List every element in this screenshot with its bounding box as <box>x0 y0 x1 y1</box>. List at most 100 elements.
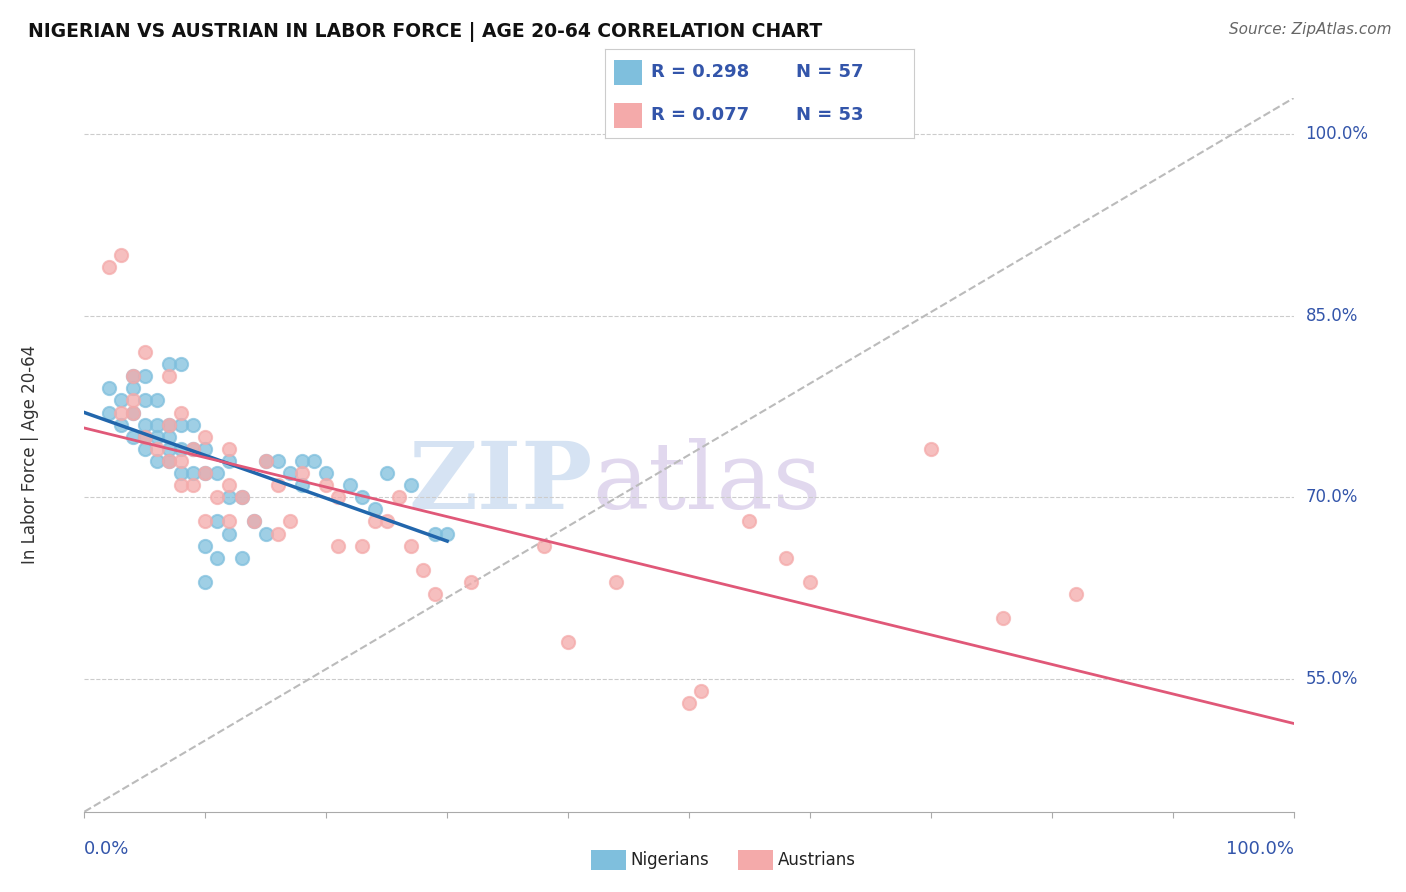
Point <box>170 466 193 480</box>
Point <box>110 248 132 262</box>
Point <box>146 417 169 432</box>
Point <box>157 442 180 456</box>
Point <box>181 442 204 456</box>
Point <box>254 454 277 468</box>
Point <box>170 357 193 371</box>
Point <box>315 478 337 492</box>
Point <box>375 466 398 480</box>
Text: N = 53: N = 53 <box>796 105 863 124</box>
Point <box>267 454 290 468</box>
Point <box>110 406 132 420</box>
Text: 100.0%: 100.0% <box>1226 840 1294 858</box>
Point <box>231 490 253 504</box>
Point <box>399 539 422 553</box>
Point <box>121 369 143 384</box>
Text: Austrians: Austrians <box>778 851 855 869</box>
Point <box>194 515 217 529</box>
Point <box>121 369 143 384</box>
Point <box>194 539 217 553</box>
Text: Nigerians: Nigerians <box>630 851 709 869</box>
Point <box>436 526 458 541</box>
Point <box>254 454 277 468</box>
Point <box>146 442 169 456</box>
Point <box>339 478 361 492</box>
Point <box>170 406 193 420</box>
Point <box>207 515 229 529</box>
Point <box>533 539 555 553</box>
Point <box>738 515 761 529</box>
Point <box>121 406 143 420</box>
Point <box>207 550 229 565</box>
Point <box>423 526 446 541</box>
Point <box>181 417 204 432</box>
Text: In Labor Force | Age 20-64: In Labor Force | Age 20-64 <box>21 345 39 565</box>
Point <box>121 430 143 444</box>
Point <box>157 357 180 371</box>
Point <box>170 442 193 456</box>
Point <box>291 478 314 492</box>
Point <box>170 478 193 492</box>
Point <box>218 442 240 456</box>
Point <box>121 381 143 395</box>
Point <box>110 417 132 432</box>
Point <box>97 260 120 275</box>
Text: 70.0%: 70.0% <box>1306 488 1358 507</box>
Point <box>181 478 204 492</box>
Point <box>267 478 290 492</box>
Text: 85.0%: 85.0% <box>1306 307 1358 325</box>
Text: R = 0.298: R = 0.298 <box>651 62 749 81</box>
Point <box>207 490 229 504</box>
Point <box>291 466 314 480</box>
Point <box>242 515 264 529</box>
Point <box>97 381 120 395</box>
Point <box>1064 587 1087 601</box>
Point <box>799 574 821 589</box>
Point <box>146 430 169 444</box>
Point <box>775 550 797 565</box>
Bar <box>614 103 641 128</box>
Text: NIGERIAN VS AUSTRIAN IN LABOR FORCE | AGE 20-64 CORRELATION CHART: NIGERIAN VS AUSTRIAN IN LABOR FORCE | AG… <box>28 22 823 42</box>
Point <box>194 466 217 480</box>
Point <box>352 490 374 504</box>
Point <box>110 393 132 408</box>
Point <box>242 515 264 529</box>
Text: R = 0.077: R = 0.077 <box>651 105 749 124</box>
Point <box>678 696 700 710</box>
Point <box>363 515 385 529</box>
Point <box>231 490 253 504</box>
Point <box>194 574 217 589</box>
Point <box>231 550 253 565</box>
Point <box>388 490 411 504</box>
Text: ZIP: ZIP <box>408 439 592 528</box>
Point <box>134 430 156 444</box>
Point <box>146 393 169 408</box>
Point <box>328 539 350 553</box>
Point <box>352 539 374 553</box>
Point <box>412 563 434 577</box>
Point <box>218 526 240 541</box>
Point <box>181 442 204 456</box>
Point <box>605 574 627 589</box>
Point <box>218 490 240 504</box>
Point <box>375 515 398 529</box>
Point <box>134 417 156 432</box>
Point <box>690 683 713 698</box>
Point <box>363 502 385 516</box>
Point <box>157 417 180 432</box>
Point <box>134 345 156 359</box>
Point <box>207 466 229 480</box>
Point <box>134 442 156 456</box>
Point <box>328 490 350 504</box>
Point <box>423 587 446 601</box>
Point <box>194 430 217 444</box>
Point <box>170 417 193 432</box>
Text: 0.0%: 0.0% <box>84 840 129 858</box>
Point <box>993 611 1015 625</box>
Point <box>291 454 314 468</box>
Point <box>134 430 156 444</box>
Point <box>170 454 193 468</box>
Text: 55.0%: 55.0% <box>1306 670 1358 688</box>
Text: 100.0%: 100.0% <box>1306 126 1368 144</box>
Point <box>194 466 217 480</box>
Bar <box>614 60 641 85</box>
